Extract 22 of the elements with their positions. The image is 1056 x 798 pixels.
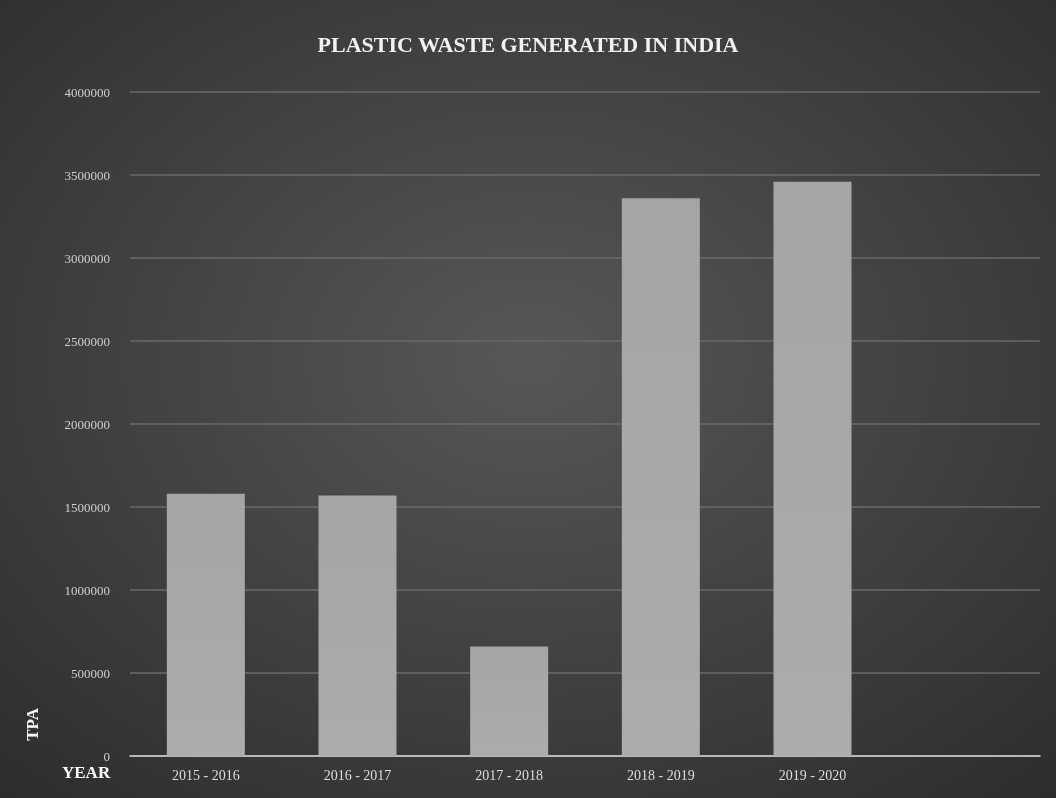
bar [318, 495, 397, 756]
y-axis-title: TPA [23, 707, 42, 741]
bar [470, 646, 549, 756]
y-tick-label: 0 [103, 748, 110, 764]
x-tick-label: 2017 - 2018 [475, 767, 543, 783]
x-tick-label: 2016 - 2017 [323, 767, 392, 783]
chart-title: PLASTIC WASTE GENERATED IN INDIA [317, 31, 739, 57]
x-axis-title: YEAR [62, 763, 111, 782]
y-tick-label: 2000000 [64, 416, 110, 432]
y-tick-label: 3000000 [64, 250, 110, 266]
x-tick-label: 2015 - 2016 [172, 767, 240, 783]
bar [166, 493, 245, 756]
bar [773, 181, 852, 756]
y-tick-label: 500000 [71, 665, 110, 681]
y-tick-label: 1500000 [64, 499, 110, 515]
y-tick-label: 4000000 [64, 84, 110, 100]
y-tick-label: 1000000 [64, 582, 110, 598]
x-tick-label: 2018 - 2019 [627, 767, 695, 783]
bar [621, 198, 700, 756]
x-tick-label: 2019 - 2020 [778, 767, 847, 783]
y-tick-label: 2500000 [64, 333, 110, 349]
y-tick-label: 3500000 [64, 167, 110, 183]
